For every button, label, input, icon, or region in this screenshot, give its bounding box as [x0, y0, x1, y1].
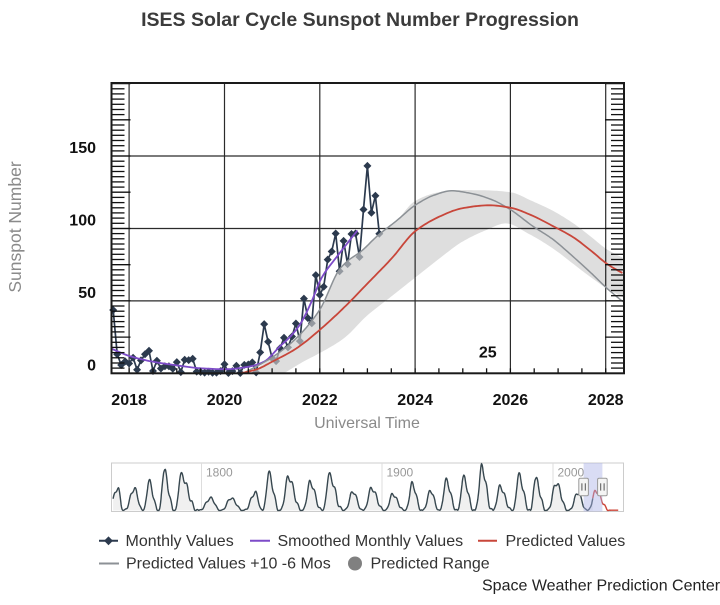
svg-text:1800: 1800: [206, 466, 233, 480]
svg-text:2024: 2024: [397, 392, 433, 409]
svg-text:Predicted Values +10 -6 Mos: Predicted Values +10 -6 Mos: [126, 556, 331, 573]
svg-text:2000: 2000: [558, 466, 585, 480]
svg-text:ISES Solar Cycle Sunspot Numbe: ISES Solar Cycle Sunspot Number Progress…: [141, 9, 579, 31]
svg-text:150: 150: [69, 140, 96, 157]
svg-text:1900: 1900: [387, 466, 414, 480]
svg-text:0: 0: [87, 357, 96, 374]
svg-text:Universal Time: Universal Time: [314, 415, 420, 432]
svg-text:50: 50: [78, 285, 96, 302]
svg-text:2028: 2028: [588, 392, 624, 409]
svg-text:Space Weather Prediction Cente: Space Weather Prediction Center: [482, 578, 720, 595]
svg-text:Sunspot Number: Sunspot Number: [5, 161, 25, 292]
svg-text:25: 25: [479, 345, 497, 362]
svg-text:100: 100: [69, 213, 96, 230]
svg-text:Predicted Range: Predicted Range: [371, 556, 490, 573]
svg-text:2026: 2026: [493, 392, 529, 409]
svg-text:Smoothed Monthly Values: Smoothed Monthly Values: [278, 533, 464, 550]
svg-text:2022: 2022: [302, 392, 338, 409]
svg-text:2020: 2020: [207, 392, 243, 409]
svg-text:Predicted Values: Predicted Values: [506, 533, 626, 550]
svg-text:2018: 2018: [111, 392, 147, 409]
svg-text:Monthly Values: Monthly Values: [126, 533, 234, 550]
